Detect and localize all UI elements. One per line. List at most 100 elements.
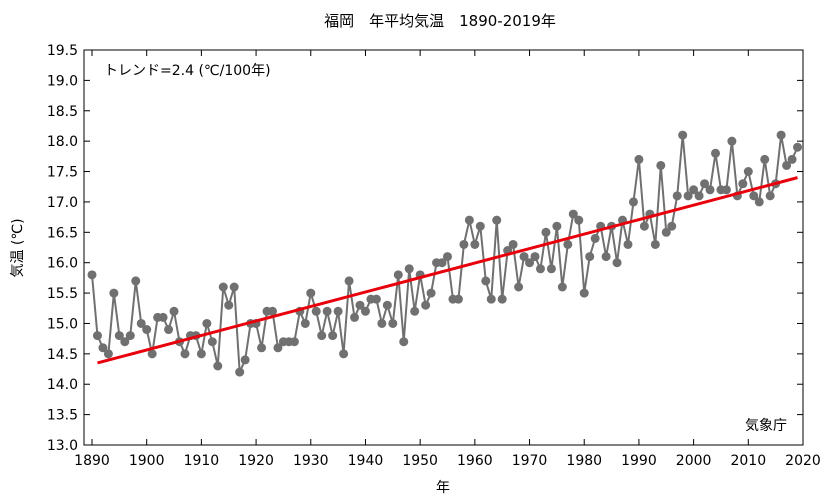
data-point-1936 [339, 349, 349, 359]
x-tick-label: 1970 [512, 453, 548, 469]
x-tick-label: 2020 [785, 453, 821, 469]
data-point-1952 [426, 288, 436, 298]
data-point-2016 [776, 130, 786, 140]
data-point-1931 [311, 306, 321, 316]
x-tick-label: 1950 [402, 453, 438, 469]
data-point-1972 [535, 264, 545, 274]
data-point-1951 [421, 300, 431, 310]
trend-line [97, 176, 798, 365]
data-point-1913 [213, 361, 223, 371]
data-point-1948 [404, 264, 414, 274]
data-point-1969 [519, 252, 529, 262]
y-tick-label: 13.5 [47, 408, 78, 424]
y-tick-label: 15.0 [47, 316, 78, 332]
data-point-1961 [475, 221, 485, 231]
data-point-2018 [787, 154, 797, 164]
data-point-1907 [180, 349, 190, 359]
y-tick-label: 14.5 [47, 347, 78, 363]
data-point-2010 [743, 167, 753, 177]
y-tick-label: 18.0 [47, 134, 78, 150]
data-point-2017 [782, 160, 792, 170]
data-point-2014 [765, 191, 775, 201]
y-tick-label: 17.5 [47, 165, 78, 181]
data-point-1933 [322, 306, 332, 316]
data-point-1947 [399, 337, 409, 347]
data-point-1957 [453, 294, 463, 304]
data-point-1955 [443, 252, 452, 262]
data-point-1892 [98, 343, 108, 353]
data-point-2000 [689, 185, 699, 195]
data-point-1932 [317, 331, 327, 341]
data-point-1984 [601, 252, 611, 262]
data-point-1904 [164, 325, 174, 335]
data-point-1934 [328, 331, 338, 341]
data-point-1975 [552, 221, 562, 231]
series-layer [87, 130, 803, 377]
data-point-1943 [377, 318, 387, 328]
data-point-1938 [350, 312, 360, 322]
trend-layer [97, 176, 798, 365]
data-point-1949 [410, 306, 420, 316]
data-point-1921 [257, 343, 267, 353]
data-point-1915 [224, 300, 234, 310]
data-point-1891 [92, 331, 102, 341]
data-point-1999 [683, 191, 693, 201]
data-point-1968 [514, 282, 524, 292]
data-point-1988 [623, 239, 633, 249]
data-point-1945 [388, 318, 398, 328]
data-point-1897 [125, 331, 135, 341]
y-tick-label: 16.5 [47, 225, 78, 241]
data-point-1965 [497, 294, 507, 304]
data-point-1916 [229, 282, 239, 292]
data-point-1918 [240, 355, 250, 365]
data-point-1905 [169, 306, 179, 316]
data-point-1991 [639, 221, 649, 231]
data-point-1993 [650, 239, 660, 249]
y-tick-label: 16.0 [47, 256, 78, 272]
x-tick-label: 1890 [74, 453, 110, 469]
data-point-1959 [464, 215, 474, 225]
data-point-1977 [563, 239, 573, 249]
data-point-1990 [634, 154, 644, 164]
x-axis: 1890 1900 1910 1920 1930 1940 1950 1960 1970 1980… [74, 50, 821, 469]
x-tick-label: 1930 [293, 453, 329, 469]
data-point-1954 [437, 258, 447, 268]
data-point-1979 [574, 215, 584, 225]
data-point-2002 [700, 179, 710, 189]
y-tick-label: 15.5 [47, 286, 78, 302]
data-point-1935 [333, 306, 343, 316]
x-tick-label: 1910 [184, 453, 220, 469]
data-point-1894 [109, 288, 119, 298]
data-point-1903 [158, 312, 168, 322]
data-point-1937 [344, 276, 354, 286]
data-point-1970 [525, 258, 535, 268]
data-point-2013 [760, 154, 770, 164]
data-point-2007 [727, 136, 737, 146]
data-point-1944 [382, 300, 392, 310]
y-axis-label: 気温 (℃) [10, 218, 26, 277]
data-point-1960 [470, 239, 480, 249]
data-point-1927 [289, 337, 299, 347]
source-label: 気象庁 [745, 418, 787, 434]
y-tick-label: 13.0 [47, 438, 78, 454]
data-point-2011 [749, 191, 759, 201]
data-point-1978 [568, 209, 578, 219]
data-point-1962 [481, 276, 491, 286]
data-point-1898 [131, 276, 141, 286]
data-point-2006 [721, 185, 731, 195]
data-point-1976 [557, 282, 567, 292]
x-tick-label: 1960 [457, 453, 493, 469]
data-point-1989 [628, 197, 638, 207]
x-tick-label: 1990 [621, 453, 657, 469]
data-point-2004 [710, 148, 720, 158]
data-point-2001 [694, 191, 704, 201]
y-tick-label: 14.0 [47, 377, 78, 393]
x-axis-label: 年 [436, 480, 450, 496]
x-tick-label: 1920 [238, 453, 274, 469]
data-point-1930 [306, 288, 316, 298]
x-tick-label: 1900 [129, 453, 165, 469]
data-point-1939 [355, 300, 365, 310]
y-tick-label: 19.5 [47, 43, 78, 59]
data-point-1899 [136, 318, 146, 328]
data-point-1996 [667, 221, 677, 231]
